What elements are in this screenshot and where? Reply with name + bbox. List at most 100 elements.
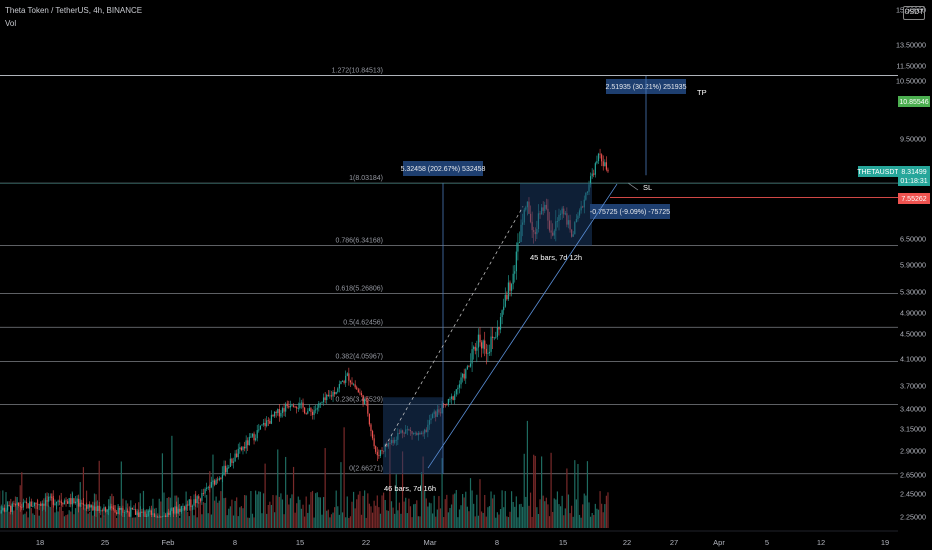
currency-button[interactable]: USDT <box>903 6 925 20</box>
time-tick-1: 25 <box>101 538 109 547</box>
volume-bar <box>270 504 273 528</box>
volume-bar <box>443 517 445 528</box>
price-tick-11: 4.50000 <box>900 330 926 339</box>
candle-body <box>5 510 7 512</box>
volume-bar <box>3 513 6 528</box>
candle-body <box>3 507 6 512</box>
candle-body <box>327 394 329 397</box>
volume-bar <box>231 499 233 528</box>
volume-bar <box>597 509 600 528</box>
candle-body <box>605 162 607 170</box>
candle-body <box>465 369 467 379</box>
candle-body <box>217 479 219 481</box>
volume-bar <box>73 514 75 528</box>
volume-bar <box>196 517 198 528</box>
volume-bar <box>544 501 546 528</box>
volume-bar <box>507 517 510 528</box>
candle-body <box>291 405 293 407</box>
candle-body <box>191 505 194 507</box>
price-tick-9: 5.30000 <box>900 288 926 297</box>
candle-body <box>109 506 111 509</box>
volume-bar <box>212 454 214 528</box>
volume-bar <box>242 508 244 528</box>
volume-bar <box>352 491 355 528</box>
volume-bar <box>384 499 386 528</box>
price-tick-18: 2.45000 <box>900 490 926 499</box>
price-axis[interactable]: 15.50000 13.50000 11.50000 10.50000 9.50000 8… <box>0 6 930 522</box>
volume-bar <box>487 507 489 528</box>
measure-label-box-1 <box>403 161 483 176</box>
candle-body <box>381 450 383 452</box>
volume-bar <box>518 504 521 528</box>
candle-body <box>354 384 356 388</box>
volume-bar <box>571 505 573 528</box>
volume-bar <box>473 503 475 528</box>
volume-bar <box>201 514 203 528</box>
candle-body <box>322 397 325 403</box>
candle-body <box>89 504 91 508</box>
candle-body <box>136 512 138 515</box>
candle-body <box>155 516 157 518</box>
volume-bar <box>269 501 271 528</box>
candle-body <box>375 446 377 452</box>
candle-body <box>493 337 495 339</box>
volume-bar <box>251 513 254 528</box>
candle-body <box>54 503 56 505</box>
candle-body <box>190 499 192 507</box>
volume-bar <box>395 474 397 528</box>
candle-body <box>141 511 143 513</box>
volume-bar <box>387 510 389 528</box>
price-tick-3: 10.50000 <box>896 77 926 86</box>
volume-bar <box>509 511 511 528</box>
volume-bar <box>566 468 568 528</box>
candle-body <box>144 511 146 517</box>
volume-bar <box>307 512 309 528</box>
volume-bar <box>158 498 160 528</box>
volume-bar <box>498 514 500 528</box>
candle-body <box>153 513 156 517</box>
time-axis[interactable]: 18 25 Feb 8 15 22 Mar 8 15 22 27 Apr 5 12 19 <box>0 530 898 547</box>
volume-bar <box>33 514 36 528</box>
volume-bar <box>413 504 415 528</box>
drawings[interactable]: 46 bars, 7d 16h 5.32458 (202.67%) 532458 -… <box>0 75 898 493</box>
candle-body <box>73 498 75 504</box>
candle-body <box>280 413 282 417</box>
candle-body <box>36 504 39 506</box>
volume-bar <box>455 490 457 528</box>
volume-bar <box>503 507 505 528</box>
volume-bar <box>294 512 296 528</box>
volume-bar <box>202 502 205 528</box>
volume-bar <box>273 512 276 528</box>
candle-body <box>169 510 171 515</box>
volume-bar <box>283 514 285 528</box>
candle-body <box>237 448 239 458</box>
volume-bar <box>160 501 162 528</box>
volume-bar <box>161 453 164 528</box>
volume-bar <box>556 491 559 528</box>
volume-bar <box>89 511 91 528</box>
volume-bar <box>334 507 336 528</box>
candle-body <box>46 500 48 502</box>
volume-bar <box>172 510 175 528</box>
fibonacci-retracement[interactable]: 1.272(10.84513) 1(8.03184) 0.786(6.34168) 0… <box>0 68 898 475</box>
volume-bar <box>240 506 243 528</box>
volume-bar <box>266 513 268 528</box>
volume-bar <box>90 504 92 528</box>
candle-body <box>210 481 212 488</box>
volume-bar <box>32 513 34 528</box>
candle-body <box>250 436 252 438</box>
candle-body <box>152 513 154 515</box>
candle-body <box>81 502 83 504</box>
volume-bar <box>146 509 148 528</box>
volume-bar <box>406 513 408 528</box>
volume-bar <box>157 513 159 528</box>
candle-body <box>130 507 132 517</box>
volume-bar <box>471 490 473 528</box>
volume-bar <box>131 517 133 528</box>
price-tick-14: 3.40000 <box>900 405 926 414</box>
price-tick-10: 4.90000 <box>900 309 926 318</box>
volume-bar <box>11 504 13 528</box>
candle-body <box>357 389 359 393</box>
